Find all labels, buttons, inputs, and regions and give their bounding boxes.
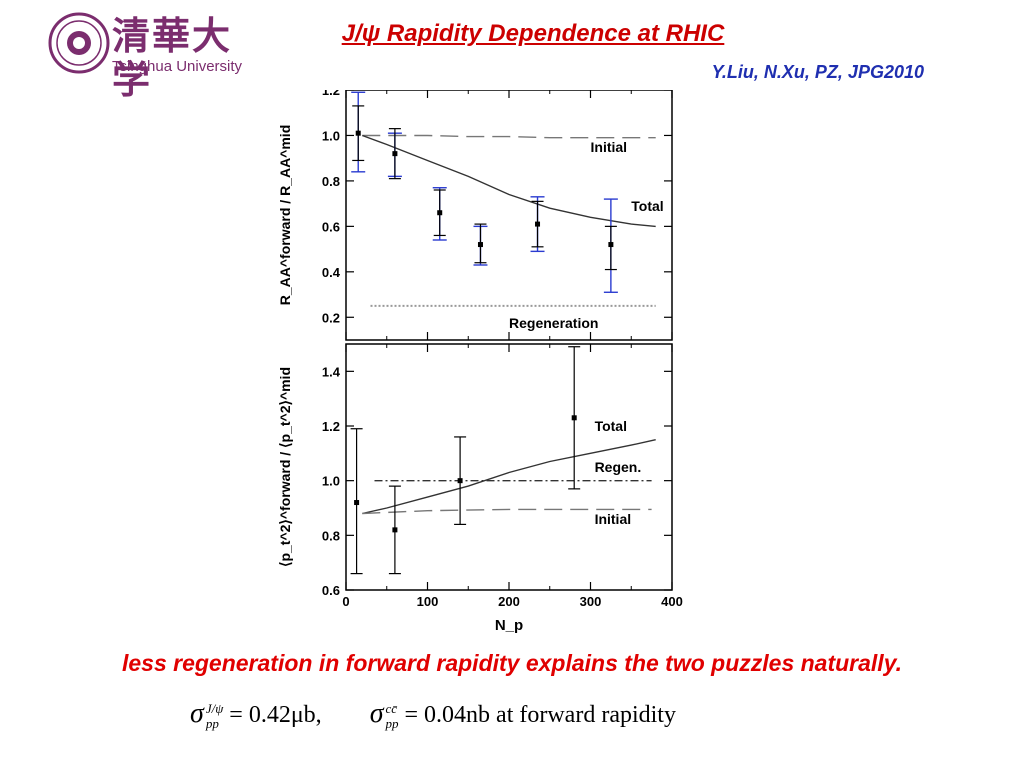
panel2-xtick-label: 300: [580, 594, 602, 609]
panel2-ytick-label: 1.0: [322, 474, 340, 489]
panel1-ytick-label: 1.2: [322, 90, 340, 98]
panel2-data-point: [392, 527, 398, 533]
university-seal-icon: [48, 12, 110, 74]
panel2-curve-label: Total: [595, 418, 627, 434]
formula-suffix: at forward rapidity: [496, 702, 676, 728]
panel1-curve-label: Total: [631, 198, 663, 214]
panel1-data-point: [355, 130, 361, 136]
rapidity-chart: 0.2 0.4 0.6 0.8 1.0 1.2 Initial Total Regenerati…: [277, 90, 683, 634]
formula-term1-sub: pp: [205, 716, 219, 732]
formula-term2-sub: pp: [385, 716, 399, 732]
panel1-curve-label: Initial: [591, 139, 628, 155]
panel2-curve-initial: [362, 508, 652, 515]
panel1-data-point: [392, 151, 398, 157]
panel2-ytick-label: 0.8: [322, 528, 340, 543]
panel1-ytick-label: 0.6: [322, 219, 340, 234]
panel2-data-point: [571, 415, 577, 421]
panel1-ytick-label: 0.2: [322, 310, 340, 325]
logo-chinese-text: 清華大学: [112, 13, 233, 102]
slide-title: J/ψ Rapidity Dependence at RHIC: [341, 20, 725, 47]
panel2-xtick-label: 100: [417, 594, 439, 609]
panel2-ytick-label: 1.4: [322, 364, 341, 379]
formula-term1-sup: J/ψ: [205, 701, 224, 717]
panel2-ylabel: ⟨p_t^2⟩^forward / ⟨p_t^2⟩^mid: [277, 367, 293, 567]
formula-term2-rhs: = 0.04nb: [404, 702, 491, 728]
panel1-curve-total: [362, 134, 656, 228]
formula-term1-rhs: = 0.42μb,: [229, 702, 322, 728]
panel1-curve-label: Regeneration: [509, 315, 598, 331]
panel1-ytick-label: 0.8: [322, 174, 340, 189]
formula-term2-sup: cc̄: [385, 701, 398, 717]
conclusion-text: less regeneration in forward rapidity ex…: [121, 650, 903, 676]
panel2-xtick-label: 400: [661, 594, 683, 609]
panel2-data-point: [354, 500, 360, 506]
panel1-ytick-label: 1.0: [322, 128, 340, 143]
panel2-xtick-label: 0: [342, 594, 349, 609]
cross-section-formula: σ J/ψ pp = 0.42μb, σ cc̄ pp = 0.04nb at forwa…: [190, 698, 676, 731]
panel2-data-point: [457, 478, 463, 484]
sigma-symbol: σ: [190, 698, 204, 729]
panel1-curve-initial: [362, 134, 656, 139]
panel1-data-point: [535, 221, 541, 227]
panel2-curve-label: Regen.: [595, 459, 642, 475]
panel2-ytick-label: 1.2: [322, 419, 340, 434]
logo-english-text: Tsinghua University: [112, 58, 243, 75]
panel2-xlabel: N_p: [495, 617, 523, 634]
panel2-ytick-label: 0.6: [322, 583, 340, 598]
reference-citation: Y.Liu, N.Xu, PZ, JPG2010: [711, 62, 924, 82]
sigma-symbol: σ: [369, 698, 384, 729]
formula-term2-scripts: cc̄ pp: [386, 701, 399, 731]
panel1-data-point: [477, 242, 483, 248]
panel2-curve-label: Initial: [595, 511, 632, 527]
panel1-data-point: [608, 242, 614, 248]
panel1-data-point: [437, 210, 443, 216]
panel1-ytick-label: 0.4: [322, 265, 341, 280]
tsinghua-logo: 清華大学 Tsinghua University: [48, 12, 243, 102]
formula-term1-scripts: J/ψ pp: [206, 701, 223, 731]
panel1-frame: [345, 90, 673, 341]
panel1-ylabel: R_AA^forward / R_AA^mid: [277, 125, 293, 305]
panel2-xtick-label: 200: [498, 594, 520, 609]
panel2-curve-total: [362, 439, 656, 515]
